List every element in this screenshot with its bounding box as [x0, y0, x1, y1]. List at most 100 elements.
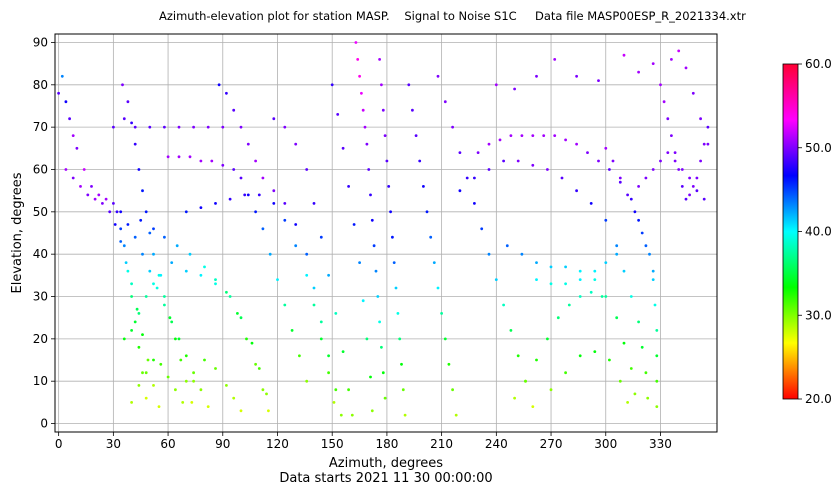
data-point — [695, 189, 699, 193]
data-point — [372, 244, 376, 248]
data-point — [319, 235, 323, 239]
y-tick-label: 70 — [33, 120, 48, 134]
colorbar-tick-label: 30.0 — [805, 308, 832, 322]
data-point — [524, 379, 527, 383]
data-point — [447, 362, 451, 366]
data-point — [272, 189, 276, 193]
data-point — [210, 159, 214, 163]
data-point — [174, 388, 177, 392]
data-point — [283, 125, 287, 129]
data-point — [688, 176, 691, 180]
data-point — [586, 151, 589, 155]
data-point — [170, 320, 174, 324]
data-point — [396, 312, 400, 315]
data-point — [319, 320, 323, 324]
data-point — [332, 401, 336, 404]
data-point — [347, 388, 350, 392]
data-point — [130, 329, 134, 332]
data-point — [443, 337, 447, 341]
data-start-subtitle: Data starts 2021 11 30 00:00:00 — [279, 471, 492, 486]
y-tick-label: 90 — [33, 35, 48, 49]
data-point — [327, 371, 330, 375]
data-point — [651, 269, 655, 273]
data-point — [531, 163, 535, 167]
data-point — [108, 210, 112, 214]
data-point — [487, 142, 491, 146]
data-point — [422, 185, 425, 188]
data-point — [232, 396, 236, 400]
data-point — [190, 401, 194, 404]
data-point — [443, 100, 447, 104]
data-point — [192, 379, 196, 383]
data-point — [71, 176, 75, 180]
data-point — [535, 261, 538, 264]
data-point — [75, 146, 79, 150]
data-point — [126, 223, 130, 226]
data-point — [199, 388, 203, 392]
data-point — [629, 197, 633, 201]
data-point — [245, 337, 248, 341]
data-point — [163, 235, 166, 239]
data-point — [677, 168, 681, 171]
data-point — [298, 354, 301, 358]
data-point — [152, 358, 155, 362]
y-tick-label: 0 — [40, 417, 48, 431]
data-point — [239, 316, 243, 320]
data-point — [144, 295, 148, 298]
data-point — [383, 396, 387, 400]
y-tick-label: 20 — [33, 332, 48, 346]
data-point — [458, 151, 462, 155]
data-point — [363, 125, 367, 129]
data-point — [381, 371, 385, 375]
data-point — [294, 142, 298, 146]
data-point — [369, 375, 372, 379]
data-point — [137, 168, 141, 171]
data-point — [622, 53, 626, 57]
data-point — [365, 337, 369, 341]
data-point — [170, 261, 174, 264]
data-point — [239, 176, 243, 180]
data-point — [257, 193, 261, 197]
data-point — [659, 159, 662, 163]
data-point — [214, 202, 217, 205]
data-point — [418, 159, 422, 163]
data-point — [454, 413, 458, 417]
data-point — [702, 142, 706, 146]
data-point — [604, 295, 608, 298]
data-point — [157, 405, 161, 408]
data-point — [451, 125, 454, 129]
data-point — [564, 138, 567, 142]
data-point — [578, 269, 582, 273]
data-point — [243, 193, 247, 197]
data-point — [695, 176, 699, 180]
data-point — [148, 125, 152, 129]
data-point — [163, 125, 166, 129]
data-point — [122, 244, 126, 248]
data-point — [60, 74, 64, 78]
data-point — [250, 341, 254, 345]
data-point — [179, 358, 183, 362]
data-point — [387, 185, 391, 188]
data-point — [254, 159, 257, 163]
data-point — [272, 202, 276, 205]
x-tick-label: 240 — [485, 437, 508, 451]
data-point — [644, 244, 648, 248]
data-point — [414, 134, 418, 138]
data-point — [578, 278, 582, 281]
data-point — [608, 168, 611, 171]
data-point — [411, 108, 414, 112]
data-point — [152, 227, 155, 231]
data-point — [578, 354, 582, 358]
data-point — [670, 58, 673, 61]
data-point — [436, 286, 440, 290]
data-point — [168, 316, 172, 320]
data-point — [294, 244, 298, 248]
data-point — [666, 117, 670, 121]
data-point — [622, 341, 626, 345]
data-point — [64, 168, 68, 171]
data-point — [597, 79, 600, 82]
data-point — [225, 384, 228, 387]
x-axis-ticks: 0 30 60 90 120 150 180 210 240 270 300 330 — [55, 432, 672, 451]
data-point — [225, 290, 228, 294]
data-point — [305, 379, 309, 383]
